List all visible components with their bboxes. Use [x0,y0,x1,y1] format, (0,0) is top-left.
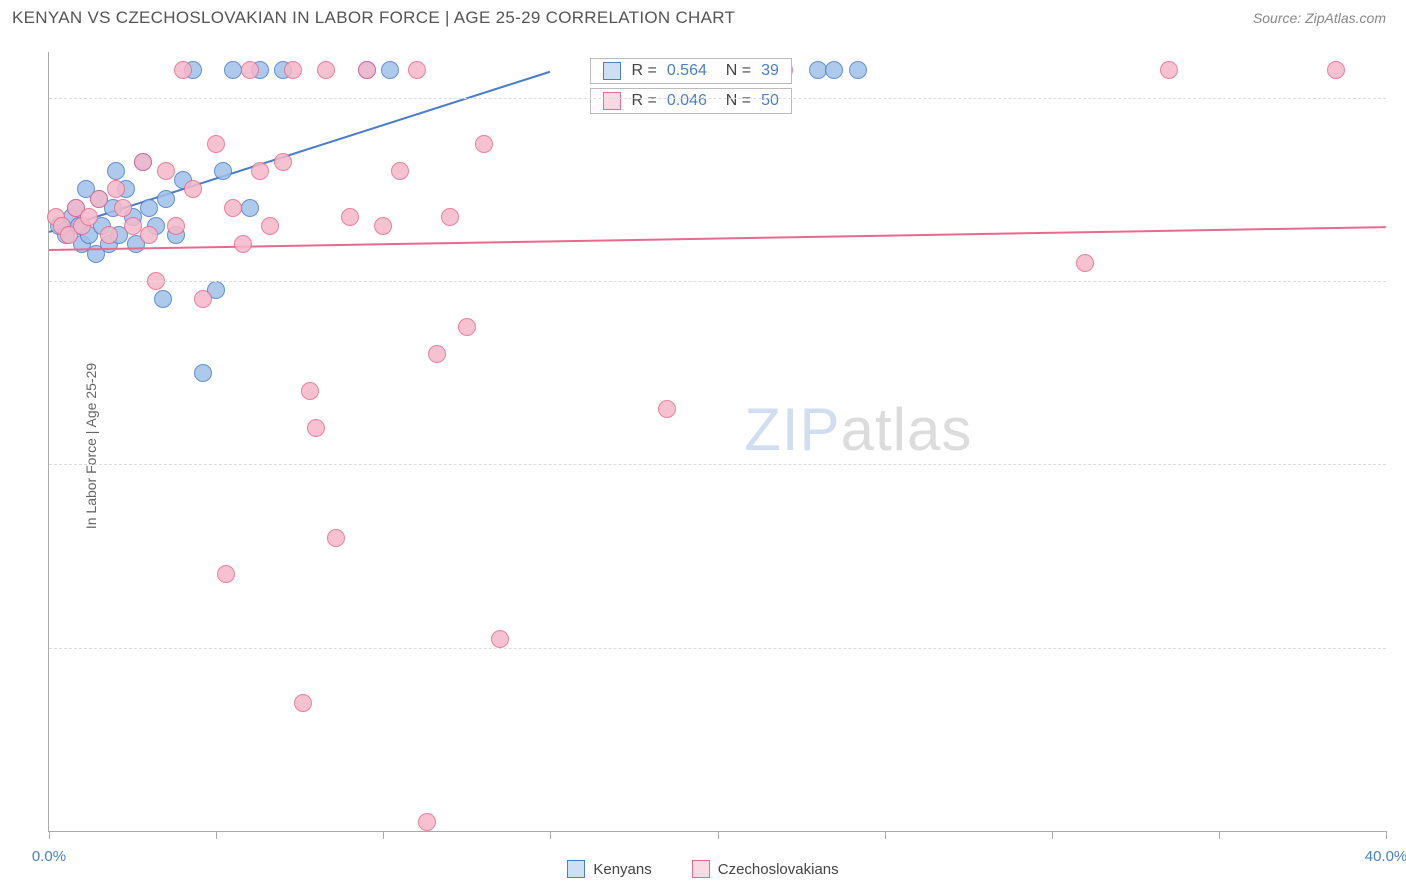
scatter-point [849,61,867,79]
scatter-point [1076,254,1094,272]
scatter-plot: ZIPatlasR =0.564 N =39R =0.046 N =50 40.… [48,52,1386,832]
chart-title: KENYAN VS CZECHOSLOVAKIAN IN LABOR FORCE… [12,8,735,28]
scatter-point [307,419,325,437]
y-tick-label: 100.0% [1396,107,1406,124]
scatter-point [1160,61,1178,79]
scatter-point [80,208,98,226]
stats-n-label: N = [717,92,751,110]
gridline-horizontal [49,648,1386,649]
legend-label: Kenyans [593,861,651,878]
scatter-point [140,199,158,217]
scatter-point [491,630,509,648]
stats-swatch-icon [603,62,621,80]
scatter-point [1327,61,1345,79]
x-tick-mark [718,831,719,839]
x-tick-mark [550,831,551,839]
x-tick-mark [1219,831,1220,839]
gridline-horizontal [49,281,1386,282]
y-tick-label: 80.0% [1396,291,1406,308]
scatter-point [658,400,676,418]
stats-box: R = 0.046 N = 50 [590,88,791,114]
scatter-point [224,61,242,79]
scatter-point [284,61,302,79]
scatter-point [224,199,242,217]
source-attribution: Source: ZipAtlas.com [1253,10,1386,26]
scatter-point [107,180,125,198]
scatter-point [174,61,192,79]
scatter-point [381,61,399,79]
stats-n-label: N = [717,62,751,80]
scatter-point [374,217,392,235]
scatter-point [90,190,108,208]
chart-header: KENYAN VS CZECHOSLOVAKIAN IN LABOR FORCE… [0,0,1406,36]
stats-r-value: 0.564 [667,62,707,80]
x-tick-mark [1052,831,1053,839]
stats-n-value: 50 [761,92,779,110]
scatter-point [154,290,172,308]
scatter-point [140,226,158,244]
scatter-point [184,180,202,198]
y-tick-label: 60.0% [1396,474,1406,491]
legend-item: Czechoslovakians [692,860,839,878]
stats-box: R = 0.564 N = 39 [590,58,791,84]
scatter-point [107,162,125,180]
scatter-point [214,162,232,180]
watermark: ZIPatlas [744,395,972,464]
scatter-point [294,694,312,712]
scatter-point [825,61,843,79]
scatter-point [274,153,292,171]
scatter-point [207,135,225,153]
scatter-point [391,162,409,180]
gridline-horizontal [49,98,1386,99]
scatter-point [217,565,235,583]
scatter-point [418,813,436,831]
scatter-point [100,226,118,244]
scatter-point [261,217,279,235]
scatter-point [157,190,175,208]
x-tick-mark [1386,831,1387,839]
scatter-point [157,162,175,180]
scatter-point [408,61,426,79]
scatter-point [114,199,132,217]
scatter-point [317,61,335,79]
plot-area: ZIPatlas R = 0.564 N = 39 R = 0.046 N = 50 [49,52,1386,831]
scatter-point [327,529,345,547]
legend: Kenyans Czechoslovakians [0,860,1406,878]
scatter-point [234,235,252,253]
scatter-point [441,208,459,226]
scatter-point [251,162,269,180]
legend-item: Kenyans [567,860,651,878]
scatter-point [301,382,319,400]
stats-r-label: R = [631,92,656,110]
legend-swatch-icon [692,860,710,878]
scatter-point [241,61,259,79]
gridline-horizontal [49,464,1386,465]
scatter-point [341,208,359,226]
x-tick-mark [49,831,50,839]
scatter-point [358,61,376,79]
stats-r-value: 0.046 [667,92,707,110]
x-tick-mark [216,831,217,839]
scatter-point [809,61,827,79]
scatter-point [458,318,476,336]
scatter-point [124,217,142,235]
scatter-point [241,199,259,217]
scatter-point [428,345,446,363]
legend-label: Czechoslovakians [718,861,839,878]
scatter-point [134,153,152,171]
scatter-point [475,135,493,153]
stats-swatch-icon [603,92,621,110]
x-tick-mark [885,831,886,839]
scatter-point [194,364,212,382]
scatter-point [167,217,185,235]
stats-r-label: R = [631,62,656,80]
x-tick-mark [383,831,384,839]
stats-n-value: 39 [761,62,779,80]
legend-swatch-icon [567,860,585,878]
y-tick-label: 40.0% [1396,657,1406,674]
scatter-point [194,290,212,308]
